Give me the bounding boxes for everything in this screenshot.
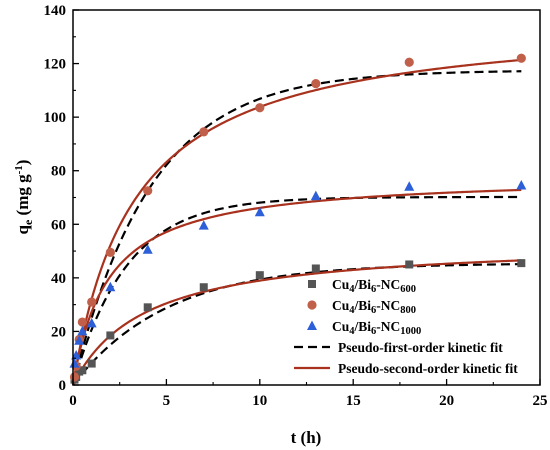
data-point-triangle [74,335,85,345]
legend-label-part: /Bi [354,277,372,292]
data-point-square [106,331,115,340]
legend-label-part: 800 [400,305,416,316]
data-point-square [311,264,320,273]
data-point-circle [87,297,97,307]
data-point-square [199,283,208,292]
legend-label-part: 6 [371,284,376,295]
data-point-triangle [516,179,527,190]
y-tick-label: 0 [59,378,67,394]
legend-marker-square [308,280,316,288]
legend-label: Pseudo-first-order kinetic fit [338,340,503,355]
data-point-triangle [310,190,321,201]
legend-label-part: 1000 [400,326,421,337]
legend-label-part: /Bi [354,298,372,313]
y-tick-label: 60 [51,217,66,233]
data-point-circle [311,79,321,89]
data-point-triangle [105,281,116,292]
legend-label-part: 4 [349,284,355,295]
legend-label-part: /Bi [354,319,372,334]
legend-label-part: 6 [371,305,376,316]
x-tick-label: 10 [252,393,267,409]
y-axis-title: qe (mg g-1) [13,160,35,235]
data-point-triangle [142,244,153,254]
pso-fit-curve-1 [72,259,522,386]
pso-fit-curve-3 [71,188,522,386]
data-point-circle [143,186,153,196]
data-point-square [87,359,96,368]
legend-label-part: 6 [371,326,376,337]
pfo-fit-curve-1 [72,263,522,386]
legend-marker-triangle [307,320,317,330]
data-point-square [143,303,152,312]
data-point-circle [77,317,87,327]
legend-label-part: Cu [332,277,350,292]
data-point-square [255,271,264,280]
data-point-triangle [69,358,80,368]
data-point-circle [404,57,414,67]
data-point-circle [105,247,115,258]
legend-label: Cu4/Bi6-NC800 [332,298,416,316]
x-tick-label: 20 [439,393,454,409]
x-tick-label: 15 [346,393,361,409]
legend-label-part: -NC [376,319,400,334]
x-tick-label: 5 [163,393,171,409]
pso-fit-curve-2 [71,58,522,386]
x-axis-title: t (h) [291,428,322,447]
y-axis-title-sub: e [21,219,35,225]
legend-label: Pseudo-second-order kinetic fit [338,361,518,376]
y-tick-label: 80 [51,164,66,180]
data-point-triangle [198,220,209,230]
data-point-triangle [254,206,265,217]
data-point-circle [255,103,265,113]
y-tick-label: 120 [44,57,67,73]
y-tick-label: 20 [51,324,66,340]
legend-label-part: Cu [332,319,350,334]
y-tick-label: 140 [44,3,67,19]
data-point-triangle [86,317,97,328]
data-point-triangle [404,181,415,191]
y-tick-label: 40 [51,271,66,287]
data-point-triangle [77,325,88,336]
legend-label-part: -NC [376,277,400,292]
legend-label: Cu4/Bi6-NC1000 [332,319,421,337]
legend-label: Cu4/Bi6-NC600 [332,277,416,295]
data-point-square [517,259,526,268]
legend-marker-circle [307,300,317,310]
pfo-fit-curve-3 [71,195,522,386]
data-point-square [78,366,87,375]
data-point-circle [69,372,80,382]
legend-label-part: Cu [332,298,350,313]
legend: Cu4/Bi6-NC600Cu4/Bi6-NC800Cu4/Bi6-NC1000… [294,277,518,376]
data-point-circle [199,127,209,137]
plot-area [69,53,527,386]
y-axis-title-close: ) [13,160,32,166]
y-tick-label: 100 [44,110,67,126]
x-tick-label: 25 [533,393,548,409]
y-axis-title-main: q [13,224,32,234]
axes: 0 5 10 15 20 25 0 20 40 60 80 100 120 140 [44,3,548,409]
legend-label-part: 600 [400,284,416,295]
y-axis-title-sup: -1 [13,165,25,174]
legend-label-part: 4 [349,326,355,337]
legend-label-part: -NC [376,298,400,313]
legend-label-part: 4 [349,305,355,316]
y-axis-title-unit: (mg g [13,174,32,220]
data-point-circle [516,53,526,63]
pfo-fit-curve-2 [71,70,522,386]
x-tick-label: 0 [69,393,77,409]
data-point-square [405,260,414,269]
